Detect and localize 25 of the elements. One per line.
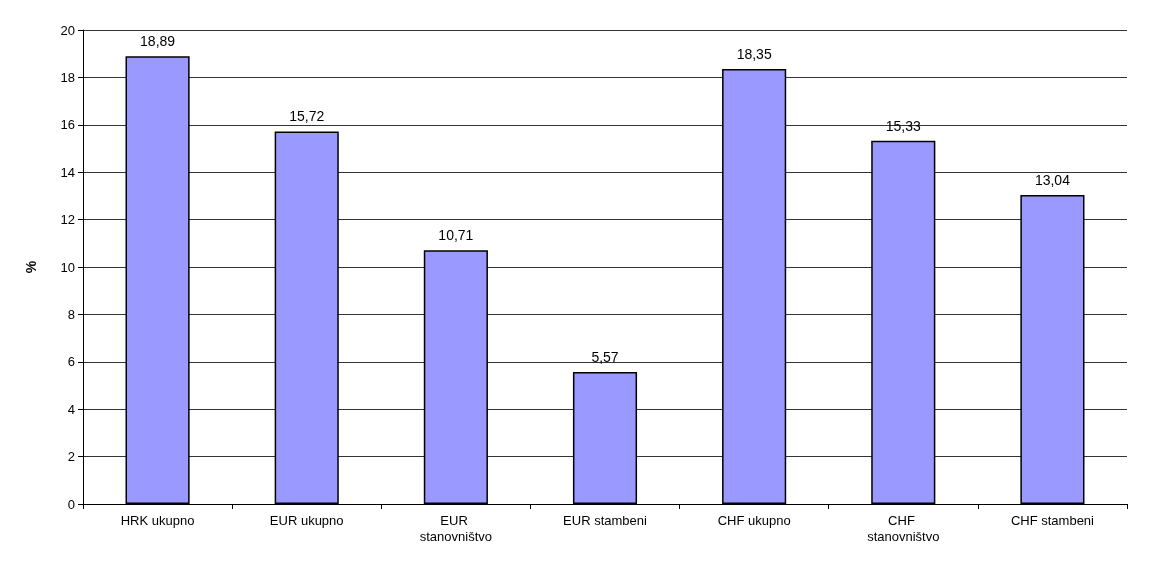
y-tick-label: 20: [60, 22, 75, 38]
x-tick-label: CHF stambeni: [1010, 512, 1095, 528]
data-label: 18,35: [736, 46, 772, 63]
y-tick-label: 18: [60, 69, 75, 85]
data-label: 15,72: [289, 108, 325, 125]
x-tick-label: EUR stambeni: [563, 512, 648, 528]
y-tick-label: 0: [67, 496, 75, 512]
y-tick-label: 10: [60, 259, 75, 275]
y-axis-title: %: [23, 260, 39, 274]
x-tick-label: EUR stanovništvo: [419, 512, 492, 544]
data-label: 18,89: [140, 33, 176, 50]
y-tick-label: 4: [67, 401, 75, 417]
y-tick-label: 14: [60, 164, 75, 180]
y-tick-label: 12: [60, 212, 75, 228]
data-label: 5,57: [591, 348, 619, 365]
data-label: 10,71: [438, 227, 474, 244]
y-tick-label: 8: [67, 306, 75, 322]
y-tick-label: 2: [67, 449, 75, 465]
y-tick-label: 16: [60, 117, 75, 133]
x-tick-label: CHF stanovništvo: [867, 512, 940, 544]
x-tick-label: CHF ukupno: [717, 512, 791, 528]
x-tick-label: HRK ukupno: [120, 512, 195, 528]
x-tick-label: EUR ukupno: [269, 512, 344, 528]
y-tick-label: 6: [67, 354, 75, 370]
data-label: 13,04: [1034, 171, 1071, 188]
